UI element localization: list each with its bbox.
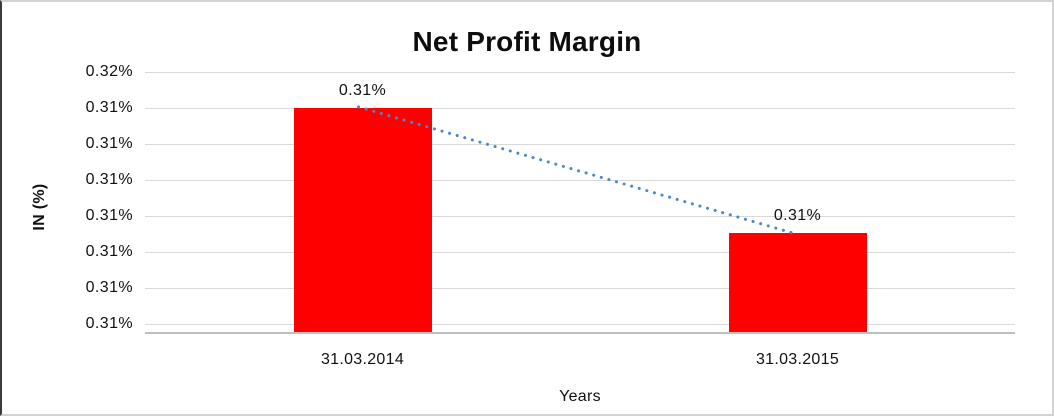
y-tick-label: 0.31%	[85, 207, 133, 224]
bar-data-label: 0.31%	[338, 81, 387, 99]
gridline	[145, 252, 1015, 253]
gridline	[145, 324, 1015, 325]
bar-data-label: 0.31%	[773, 207, 822, 225]
gridline	[145, 108, 1015, 109]
x-axis-line	[145, 332, 1015, 334]
y-tick-label: 0.31%	[85, 99, 133, 116]
x-tick-label: 31.03.2015	[755, 351, 840, 368]
bar-31.03.2015	[728, 233, 867, 332]
chart-title: Net Profit Margin	[412, 26, 642, 57]
y-tick-label: 0.31%	[85, 243, 133, 260]
y-tick-label: 0.32%	[85, 63, 133, 80]
x-tick-label: 31.03.2014	[320, 351, 405, 368]
x-axis-title: Years	[559, 388, 601, 405]
gridline	[145, 180, 1015, 181]
y-tick-label: 0.31%	[85, 171, 133, 188]
y-tick-label: 0.31%	[85, 315, 133, 332]
plot-area	[145, 72, 1015, 332]
bar-31.03.2014	[293, 107, 432, 332]
gridline	[145, 288, 1015, 289]
y-tick-label: 0.31%	[85, 279, 133, 296]
gridline	[145, 72, 1015, 73]
y-tick-label: 0.31%	[85, 135, 133, 152]
gridline	[145, 144, 1015, 145]
gridline	[145, 216, 1015, 217]
